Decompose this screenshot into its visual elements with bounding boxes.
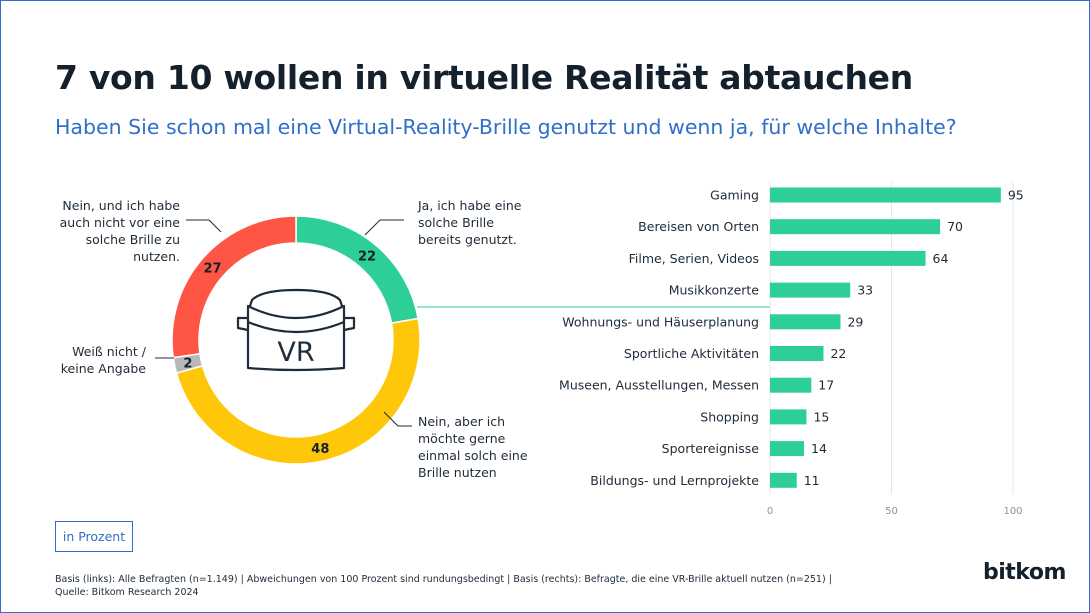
bar: [770, 377, 812, 393]
vr-label: VR: [277, 337, 314, 368]
footnote-basis: Basis (links): Alle Befragten (n=1.149) …: [55, 574, 832, 585]
bar-value-label: 22: [830, 346, 846, 361]
bar-category-label: Gaming: [710, 188, 759, 203]
bar: [770, 472, 797, 488]
bar-category-label: Bildungs- und Lernprojekte: [590, 473, 759, 488]
donut-value-nein_aber: 48: [311, 442, 329, 457]
page-title: 7 von 10 wollen in virtuelle Realität ab…: [55, 58, 913, 97]
bar-category-label: Sportliche Aktivitäten: [624, 346, 759, 361]
bar: [770, 314, 841, 330]
leader-line-nein-nicht: [186, 219, 222, 233]
bar-value-label: 64: [933, 251, 949, 266]
callout-weiss-nicht: Weiß nicht / keine Angabe: [60, 344, 146, 376]
donut-value-weiss_nicht: 2: [183, 357, 192, 372]
bar: [770, 187, 1001, 203]
x-tick-label: 100: [1003, 506, 1022, 517]
leader-line-ja: [364, 219, 404, 236]
callout-nein-aber: Nein, aber ich möchte gerne einmal solch…: [418, 414, 528, 480]
vr-headset-icon: VR: [236, 288, 356, 372]
page-subtitle: Haben Sie schon mal eine Virtual-Reality…: [55, 115, 957, 139]
donut-value-nein_nicht: 27: [203, 262, 221, 277]
callout-ja: Ja, ich habe eine solche Brille bereits …: [418, 198, 522, 247]
bar: [770, 282, 851, 298]
bar-category-label: Shopping: [700, 409, 759, 424]
bar-value-label: 17: [818, 378, 834, 393]
bar-value-label: 70: [947, 219, 963, 234]
bar-category-label: Sportereignisse: [662, 441, 760, 456]
bar: [770, 250, 926, 266]
bitkom-logo: bitkom: [983, 560, 1066, 585]
bar: [770, 219, 941, 235]
bar-category-label: Filme, Serien, Videos: [629, 251, 759, 266]
bar-value-label: 29: [847, 314, 863, 329]
bar-value-label: 95: [1008, 188, 1024, 203]
callout-nein-nicht: Nein, und ich habe auch nicht vor eine s…: [59, 198, 180, 264]
unit-label: in Prozent: [55, 521, 133, 552]
bar-value-label: 33: [857, 283, 873, 298]
bar-category-label: Wohnungs- und Häuserplanung: [562, 314, 759, 329]
x-tick-label: 50: [885, 506, 898, 517]
bar: [770, 346, 824, 361]
bar-category-label: Museen, Ausstellungen, Messen: [559, 378, 759, 393]
bar-value-label: 14: [811, 441, 827, 456]
bar-category-label: Musikkonzerte: [669, 283, 760, 298]
footnote: Basis (links): Alle Befragten (n=1.149) …: [55, 573, 832, 599]
footnote-source: Quelle: Bitkom Research 2024: [55, 587, 199, 598]
bar-value-label: 11: [804, 473, 820, 488]
bar: [770, 409, 807, 425]
donut-value-ja: 22: [358, 249, 376, 264]
leader-line-nein-aber: [383, 411, 412, 427]
donut-segment-nein_nicht: [171, 215, 297, 359]
bar: [770, 441, 805, 457]
bar-category-label: Bereisen von Orten: [638, 219, 759, 234]
x-tick-label: 0: [767, 506, 773, 517]
bar-value-label: 15: [813, 409, 829, 424]
